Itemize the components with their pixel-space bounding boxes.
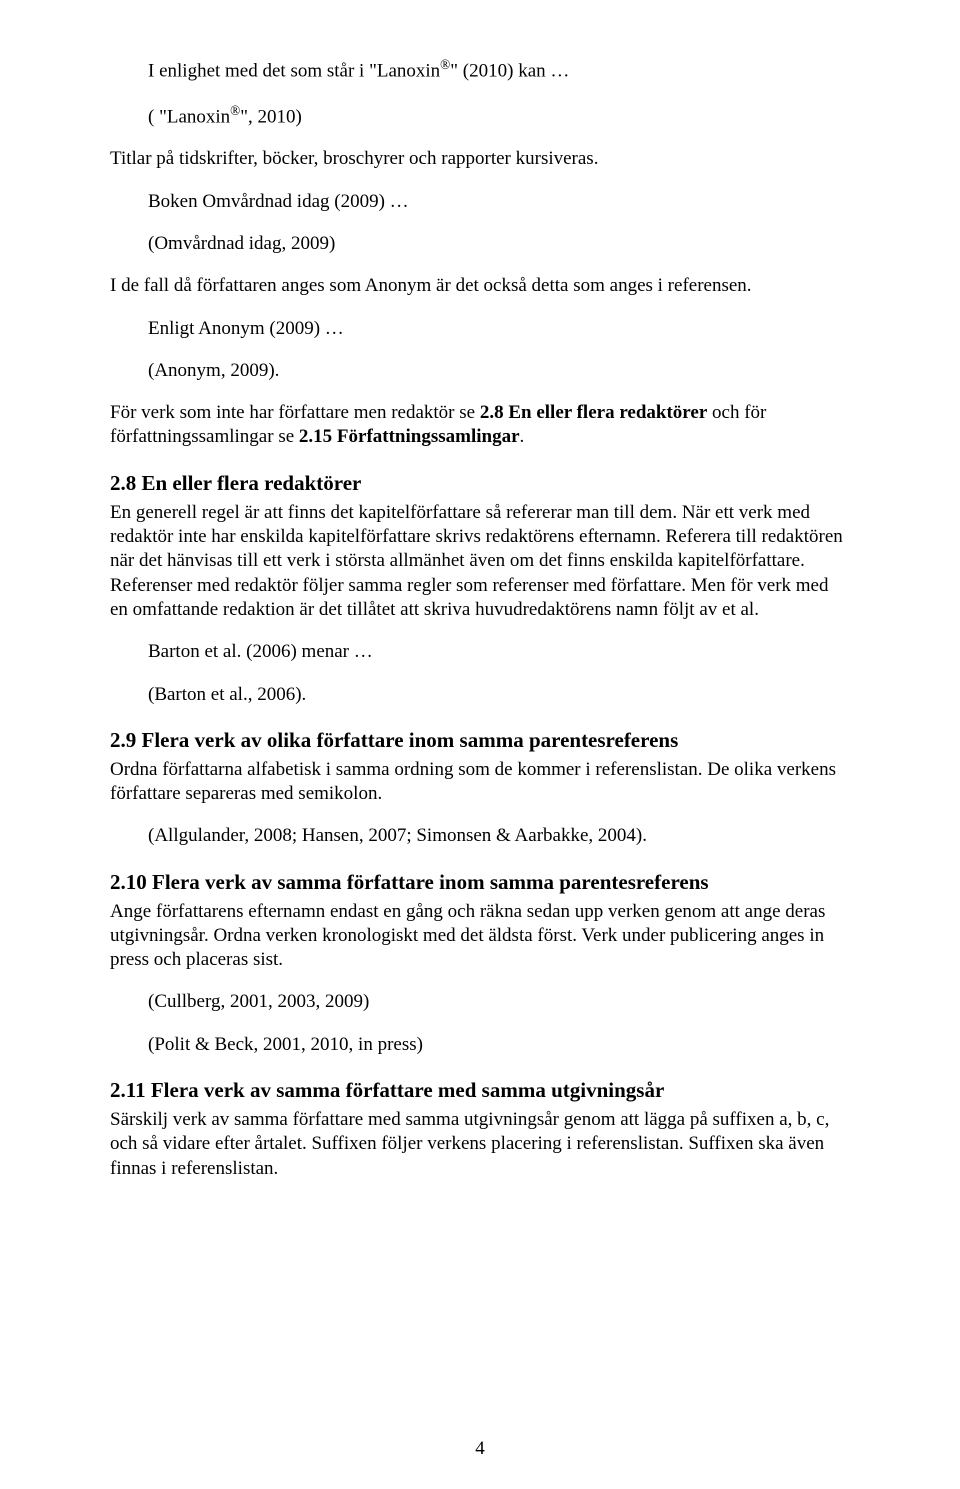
example-line: Boken Omvårdnad idag (2009) … xyxy=(110,190,850,214)
example-line: (Cullberg, 2001, 2003, 2009) xyxy=(110,990,850,1014)
reference-bold: 2.15 Författningssamlingar xyxy=(299,426,520,447)
text: ( "Lanoxin xyxy=(148,106,230,127)
text: I enlighet med det som står i "Lanoxin xyxy=(148,60,440,81)
paragraph: Titlar på tidskrifter, böcker, broschyre… xyxy=(110,147,850,171)
section-heading-2-8: 2.8 En eller flera redaktörer xyxy=(110,470,850,497)
example-line: (Allgulander, 2008; Hansen, 2007; Simons… xyxy=(110,824,850,848)
registered-symbol: ® xyxy=(440,57,450,72)
example-line: (Anonym, 2009). xyxy=(110,359,850,383)
text: " (2010) kan … xyxy=(450,60,569,81)
text: . xyxy=(520,426,525,447)
example-line: Enligt Anonym (2009) … xyxy=(110,317,850,341)
example-line: I enlighet med det som står i "Lanoxin®"… xyxy=(110,56,850,84)
paragraph: Särskilj verk av samma författare med sa… xyxy=(110,1108,850,1181)
text: För verk som inte har författare men red… xyxy=(110,402,480,423)
text: ", 2010) xyxy=(240,106,302,127)
example-line: Barton et al. (2006) menar … xyxy=(110,640,850,664)
paragraph: Ange författarens efternamn endast en gå… xyxy=(110,900,850,973)
paragraph: I de fall då författaren anges som Anony… xyxy=(110,274,850,298)
example-line: (Omvårdnad idag, 2009) xyxy=(110,232,850,256)
example-line: (Barton et al., 2006). xyxy=(110,683,850,707)
registered-symbol: ® xyxy=(230,103,240,118)
document-page: I enlighet med det som står i "Lanoxin®"… xyxy=(0,0,960,1489)
paragraph: En generell regel är att finns det kapit… xyxy=(110,501,850,623)
paragraph: Ordna författarna alfabetisk i samma ord… xyxy=(110,758,850,807)
section-heading-2-10: 2.10 Flera verk av samma författare inom… xyxy=(110,869,850,896)
reference-bold: 2.8 En eller flera redaktörer xyxy=(480,402,707,423)
page-number: 4 xyxy=(0,1437,960,1461)
section-heading-2-11: 2.11 Flera verk av samma författare med … xyxy=(110,1077,850,1104)
example-line: (Polit & Beck, 2001, 2010, in press) xyxy=(110,1033,850,1057)
section-heading-2-9: 2.9 Flera verk av olika författare inom … xyxy=(110,727,850,754)
paragraph: För verk som inte har författare men red… xyxy=(110,401,850,450)
example-line: ( "Lanoxin®", 2010) xyxy=(110,102,850,130)
